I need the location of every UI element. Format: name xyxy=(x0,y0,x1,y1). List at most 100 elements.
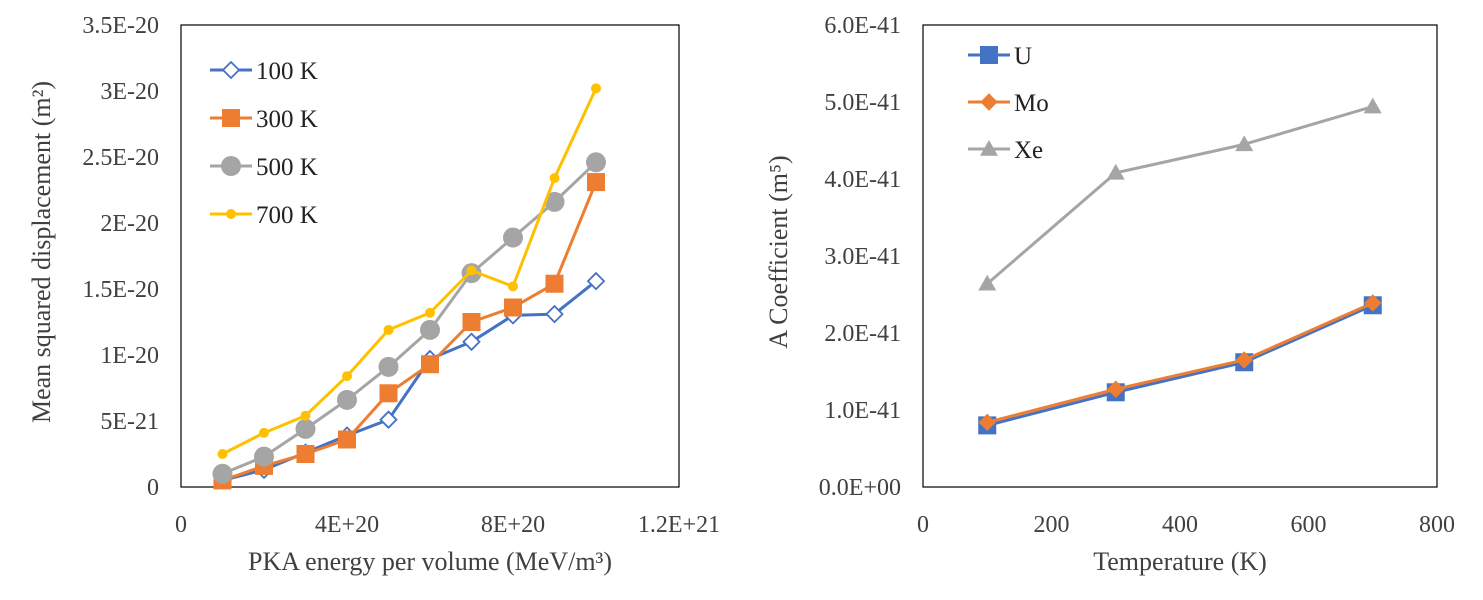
acoef-series-xe-point xyxy=(1363,97,1382,114)
msd-series-500-k-point xyxy=(212,463,233,484)
acoef-plot-frame xyxy=(922,24,1438,488)
acoef-series-mo-point xyxy=(978,413,996,432)
msd-series-700-k-point xyxy=(591,83,601,94)
msd-series-700-k xyxy=(217,83,601,459)
msd-legend-entry: 100 K xyxy=(210,58,318,85)
msd-series-700-k-point xyxy=(300,410,311,421)
acoef-y-tick-label: 0.0E+00 xyxy=(819,475,901,501)
acoef-legend-label: Mo xyxy=(1014,90,1049,117)
acoef-series-mo-point xyxy=(1235,351,1253,369)
msd-y-tick-label: 2.5E-20 xyxy=(82,145,159,171)
msd-y-tick-label: 3.5E-20 xyxy=(82,13,159,39)
msd-series-700-k-point xyxy=(383,324,394,335)
acoef-x-tick-label: 0 xyxy=(917,512,929,538)
msd-legend-marker xyxy=(221,60,241,80)
msd-chart: Mean squared displacement (m²) PKA energ… xyxy=(27,13,720,576)
msd-y-tick-label: 2E-20 xyxy=(100,211,159,237)
msd-series-700-k-point xyxy=(549,173,560,184)
acoef-y-tick-label: 1.0E-41 xyxy=(824,398,901,424)
acoef-series-u-line xyxy=(986,303,1374,427)
msd-x-tick-label: 1.2E+21 xyxy=(638,512,720,538)
acoef-series-u xyxy=(978,296,1382,435)
msd-legend-marker xyxy=(226,209,236,219)
msd-series-300-k-line xyxy=(222,181,598,482)
msd-series-300-k-point xyxy=(338,430,356,449)
acoef-legend-entry: Mo xyxy=(968,90,1049,117)
msd-legend-label: 700 K xyxy=(256,202,318,229)
msd-y-tick-label: 1E-20 xyxy=(100,343,159,369)
acoef-legend-label: U xyxy=(1014,43,1032,70)
msd-series-100-k-line xyxy=(222,279,597,482)
msd-plot-frame xyxy=(180,24,680,488)
acoef-x-axis-title: Temperature (K) xyxy=(1093,547,1267,576)
msd-y-tick-label: 3E-20 xyxy=(100,79,159,105)
msd-series-100-k-point xyxy=(545,304,564,324)
a-coefficient-chart: A Coefficient (m⁵) Temperature (K) 0.0E+… xyxy=(764,13,1455,576)
msd-series-700-k-point xyxy=(259,427,269,438)
acoef-series-xe-point xyxy=(1106,163,1125,180)
msd-x-tick-label: 8E+20 xyxy=(481,512,545,538)
acoef-series-xe-point xyxy=(1235,135,1254,152)
acoef-legend-entry: Xe xyxy=(968,137,1043,164)
msd-legend-entry: 300 K xyxy=(210,106,318,133)
acoef-y-tick-label: 4.0E-41 xyxy=(824,167,901,193)
msd-legend-label: 100 K xyxy=(256,58,318,85)
acoef-series-mo-line xyxy=(986,301,1374,424)
msd-series-300-k-point xyxy=(462,313,481,331)
acoef-legend-entry: U xyxy=(968,43,1032,70)
msd-y-tick-label: 1.5E-20 xyxy=(82,277,159,303)
msd-series-500-k-point xyxy=(378,356,399,377)
msd-series-500-k-line xyxy=(221,161,598,476)
msd-series-100-k-point xyxy=(379,410,398,429)
msd-series-300-k-point xyxy=(296,445,315,463)
acoef-x-tick-label: 800 xyxy=(1419,512,1455,538)
acoef-legend-label: Xe xyxy=(1014,137,1043,164)
msd-legend-entry: 700 K xyxy=(210,202,318,229)
acoef-series-xe xyxy=(978,97,1382,291)
msd-series-100-k-point xyxy=(586,271,606,291)
acoef-y-tick-label: 6.0E-41 xyxy=(824,13,901,39)
msd-series-700-k-point xyxy=(217,449,228,459)
msd-series-300-k-point xyxy=(504,298,522,317)
msd-series-100-k-point xyxy=(462,332,481,352)
acoef-series-mo-point xyxy=(1364,294,1382,312)
acoef-series-mo xyxy=(978,294,1382,432)
msd-series-500-k-point xyxy=(586,152,606,173)
msd-legend-label: 300 K xyxy=(256,106,318,133)
msd-series-700-k-point xyxy=(425,307,435,318)
msd-series-500-k-point xyxy=(420,319,440,340)
msd-series-500-k-point xyxy=(295,418,316,439)
acoef-x-tick-label: 400 xyxy=(1162,512,1198,538)
msd-series-500-k-point xyxy=(337,389,357,410)
acoef-series-xe-line xyxy=(986,105,1374,285)
acoef-series-xe-point xyxy=(978,274,997,291)
acoef-y-tick-label: 3.0E-41 xyxy=(824,244,901,270)
msd-legend-entry: 500 K xyxy=(210,154,318,181)
msd-series-300-k-point xyxy=(587,173,605,192)
msd-y-tick-label: 0 xyxy=(147,475,159,501)
msd-series-500-k-point xyxy=(254,446,274,467)
msd-series-300-k-point xyxy=(379,384,398,403)
acoef-x-tick-label: 600 xyxy=(1291,512,1327,538)
msd-series-500-k xyxy=(212,152,606,484)
msd-series-300-k-point xyxy=(421,355,439,374)
acoef-y-tick-label: 5.0E-41 xyxy=(824,90,901,116)
msd-legend-marker xyxy=(222,109,240,127)
msd-series-300-k-point xyxy=(545,274,564,293)
msd-series-700-k-line xyxy=(221,87,598,456)
msd-legend-label: 500 K xyxy=(256,154,318,181)
msd-x-tick-label: 4E+20 xyxy=(315,512,379,538)
msd-series-700-k-point xyxy=(508,281,518,292)
acoef-series-mo-point xyxy=(1107,380,1125,398)
acoef-legend-marker xyxy=(980,140,998,156)
msd-x-tick-label: 0 xyxy=(175,512,187,538)
acoef-x-tick-label: 200 xyxy=(1034,512,1070,538)
acoef-y-axis-title: A Coefficient (m⁵) xyxy=(764,155,793,348)
msd-y-axis-title: Mean squared displacement (m²) xyxy=(27,81,56,423)
msd-series-700-k-point xyxy=(466,265,477,276)
msd-series-500-k-point xyxy=(503,227,523,248)
msd-series-700-k-point xyxy=(342,371,352,382)
msd-y-tick-label: 5E-21 xyxy=(100,409,159,435)
msd-legend-marker xyxy=(221,156,241,176)
